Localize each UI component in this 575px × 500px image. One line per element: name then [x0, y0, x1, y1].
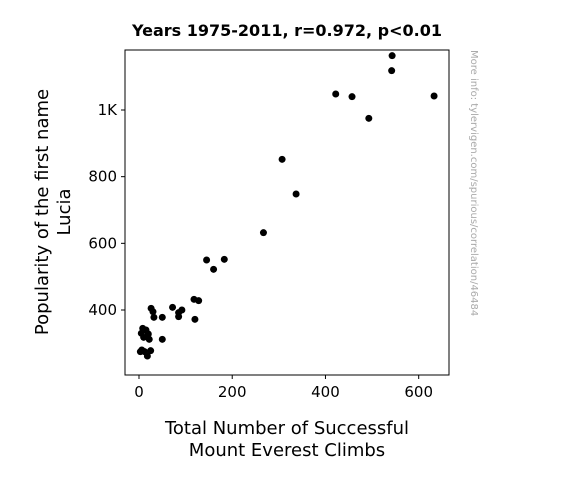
- x-tick-label: 200: [218, 383, 247, 401]
- y-axis-label-line-1: Popularity of the first name: [32, 89, 53, 335]
- x-axis-label-line-2: Mount Everest Climbs: [189, 440, 385, 461]
- data-point: [203, 256, 211, 264]
- data-point: [158, 335, 166, 343]
- chart-title: Years 1975-2011, r=0.972, p<0.01: [131, 21, 442, 40]
- data-point: [388, 67, 396, 75]
- x-axis-label-line-1: Total Number of Successful: [164, 418, 409, 439]
- data-point: [430, 92, 438, 100]
- data-point: [292, 190, 300, 198]
- data-point: [220, 255, 228, 263]
- data-point: [332, 90, 340, 98]
- data-point: [147, 347, 155, 355]
- data-point: [178, 306, 186, 314]
- data-point: [144, 330, 152, 338]
- data-point: [195, 297, 203, 305]
- x-tick-label: 400: [311, 383, 340, 401]
- scatter-points: [136, 52, 438, 360]
- data-point: [210, 265, 218, 273]
- data-point: [143, 352, 151, 360]
- data-point: [388, 52, 396, 60]
- data-point: [191, 315, 199, 323]
- data-point: [259, 229, 267, 237]
- data-point: [158, 313, 166, 321]
- y-axis-label-line-2: Lucia: [54, 188, 75, 235]
- y-tick-label: 1K: [98, 101, 119, 119]
- watermark-text: More info: tylervigen.com/spurious/corre…: [468, 50, 479, 316]
- plot-area-frame: [124, 49, 450, 376]
- y-tick-label: 800: [88, 168, 117, 186]
- x-tick-label: 0: [134, 383, 144, 401]
- data-point: [365, 114, 373, 122]
- y-tick-label: 400: [88, 301, 117, 319]
- y-tick-label: 600: [88, 234, 117, 252]
- x-tick-label: 600: [404, 383, 433, 401]
- data-point: [149, 308, 157, 316]
- y-axis-ticks: 400 600 800 1K: [88, 101, 125, 319]
- x-axis-ticks: 0 200 400 600: [134, 375, 433, 401]
- data-point: [348, 93, 356, 101]
- data-point: [169, 303, 177, 311]
- data-point: [145, 335, 153, 343]
- data-point: [150, 313, 158, 321]
- data-point: [278, 155, 286, 163]
